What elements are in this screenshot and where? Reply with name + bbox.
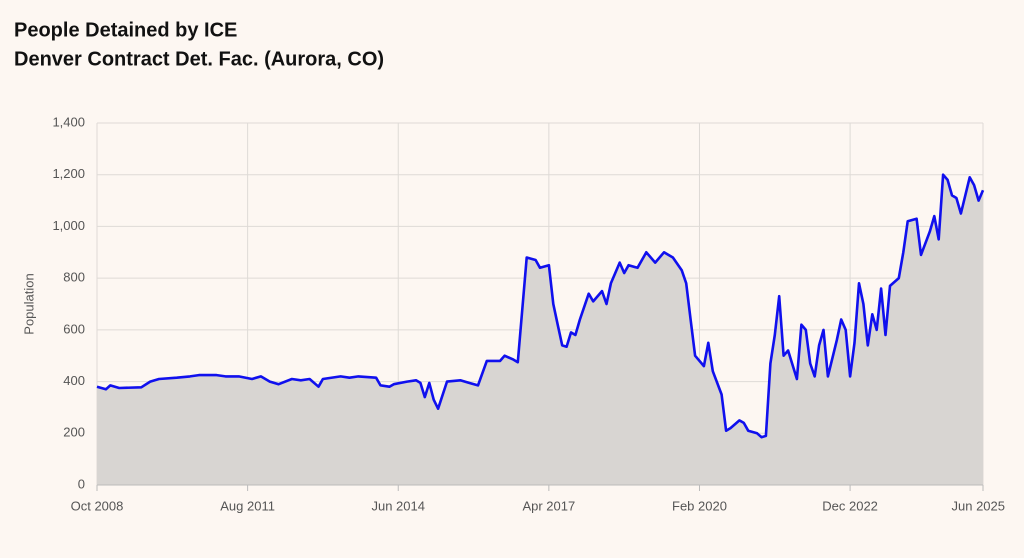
y-tick-label: 0 [78, 476, 85, 491]
y-tick-label: 1,000 [52, 218, 85, 233]
x-tick-label: Jun 2025 [952, 498, 1006, 513]
x-tick-label: Feb 2020 [672, 498, 727, 513]
y-tick-label: 1,400 [52, 114, 85, 129]
y-tick-label: 200 [63, 425, 85, 440]
y-tick-label: 800 [63, 270, 85, 285]
x-tick-label: Dec 2022 [822, 498, 878, 513]
chart-title: People Detained by ICE [14, 19, 237, 41]
line [96, 173, 985, 439]
y-axis-label: Population [21, 273, 36, 334]
x-tick-label: Aug 2011 [220, 498, 275, 513]
y-tick-label: 600 [63, 321, 85, 336]
x-tick-label: Jun 2014 [371, 498, 425, 513]
x-tick-label: Apr 2017 [522, 498, 575, 513]
x-tick-label: Oct 2008 [71, 498, 124, 513]
y-tick-label: 1,200 [52, 166, 85, 181]
area [97, 174, 983, 485]
y-tick-label: 400 [63, 373, 85, 388]
chart-subtitle: Denver Contract Det. Fac. (Aurora, CO) [14, 48, 384, 70]
